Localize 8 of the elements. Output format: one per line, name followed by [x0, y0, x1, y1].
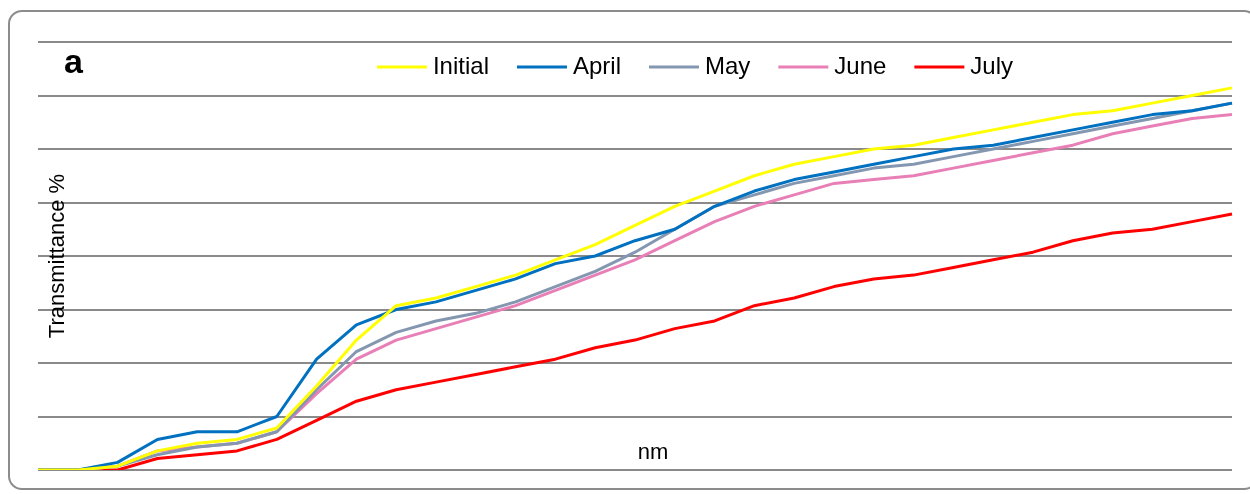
x-axis-title: nm	[637, 439, 669, 465]
y-axis-title: Transmittance %	[44, 173, 70, 339]
legend-label: Initial	[432, 51, 489, 79]
legend-label: July	[970, 51, 1014, 79]
legend-label: April	[572, 51, 621, 79]
text: a	[64, 42, 84, 81]
legend-label: May	[704, 51, 751, 79]
legend-label: June	[834, 51, 887, 79]
